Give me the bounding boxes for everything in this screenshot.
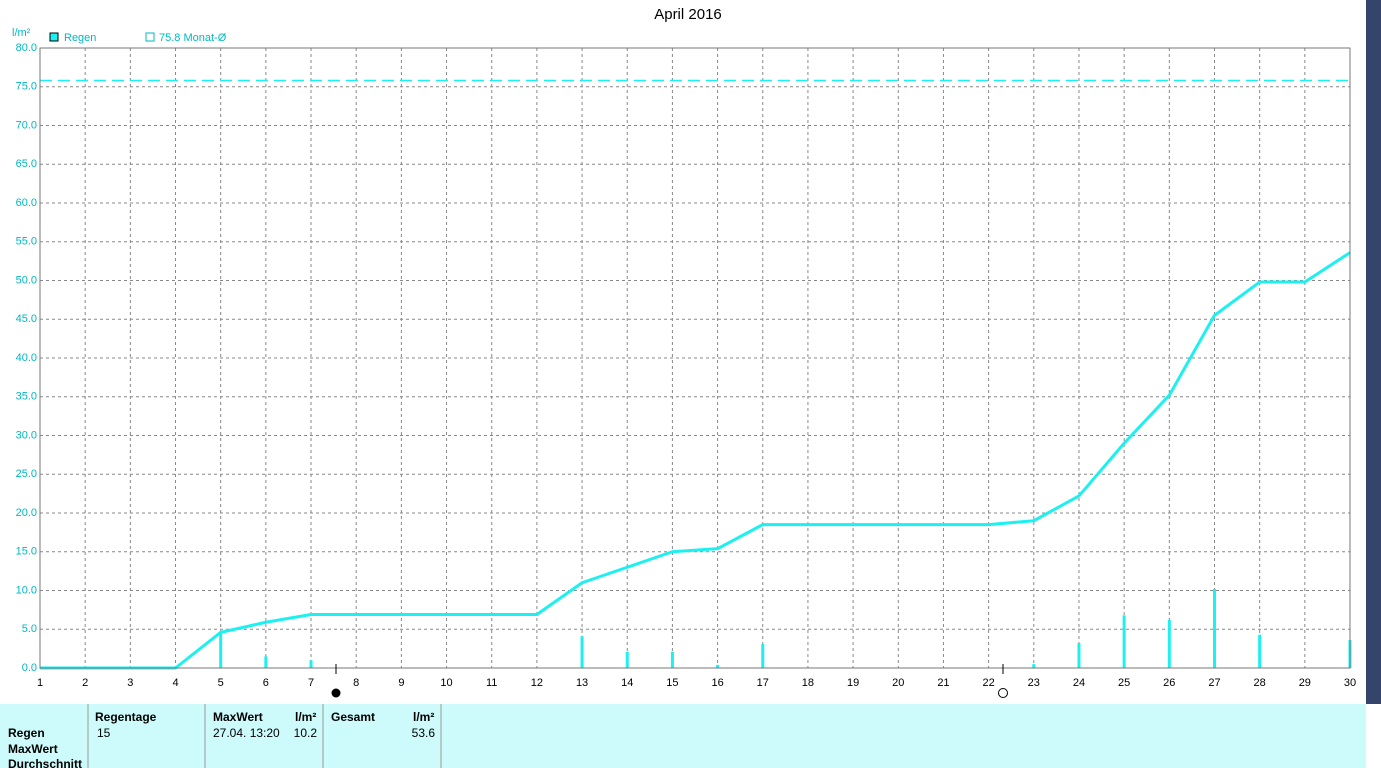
bar (1122, 615, 1126, 668)
bar (1032, 664, 1036, 668)
x-tick-label: 14 (621, 677, 633, 689)
full-moon-icon (331, 688, 341, 698)
x-tick-label: 30 (1344, 677, 1356, 689)
legend-label: 75.8 Monat-Ø (159, 32, 227, 44)
x-tick-label: 2 (82, 677, 88, 689)
x-tick-label: 20 (892, 677, 904, 689)
plot-border (39, 47, 1351, 669)
x-tick-label: 26 (1163, 677, 1175, 689)
legend-label: Regen (64, 32, 96, 44)
x-tick-label: 18 (802, 677, 814, 689)
y-tick-label: 25.0 (16, 468, 37, 480)
legend-swatch (49, 32, 59, 42)
bar (1167, 619, 1171, 668)
y-tick-label: 35.0 (16, 391, 37, 403)
plot: 0.0 5.0 10.0 15.0 20.0 25.0 30.0 35.0 40.0 45.0 50… (16, 42, 1357, 689)
x-tick-label: 21 (937, 677, 949, 689)
table-cell: 15 (97, 726, 111, 740)
x-tick-label: 9 (398, 677, 404, 689)
x-tick-label: 24 (1073, 677, 1085, 689)
bar (219, 632, 223, 668)
summary-table: Regentage MaxWert l/m² Gesamt l/m² Regen… (0, 704, 1366, 768)
x-tick-label: 29 (1299, 677, 1311, 689)
legend-swatch (145, 32, 155, 42)
x-tick-label: 8 (353, 677, 359, 689)
y-tick-label: 40.0 (16, 352, 37, 364)
y-tick-label: 5.0 (22, 623, 37, 635)
x-tick-label: 6 (263, 677, 269, 689)
x-tick-label: 17 (757, 677, 769, 689)
y-tick-label: 20.0 (16, 507, 37, 519)
y-axis-label: l/m² (12, 27, 31, 39)
x-tick-label: 22 (982, 677, 994, 689)
row-label: Durchschnitt (8, 757, 82, 768)
x-tick-label: 4 (172, 677, 178, 689)
x-tick-label: 12 (531, 677, 543, 689)
chart-title: April 2016 (654, 6, 722, 23)
desktop-edge (1366, 0, 1381, 704)
bar (761, 643, 765, 668)
y-tick-label: 30.0 (16, 429, 37, 441)
bar (580, 636, 584, 668)
x-tick-label: 25 (1118, 677, 1130, 689)
table-header: l/m² (413, 710, 434, 724)
y-tick-label: 45.0 (16, 313, 37, 325)
x-tick-label: 5 (218, 677, 224, 689)
y-tick-label: 10.0 (16, 584, 37, 596)
x-tick-label: 15 (666, 677, 678, 689)
line (40, 251, 1351, 670)
bar (716, 664, 720, 668)
bar (625, 651, 629, 668)
y-tick-label: 55.0 (16, 236, 37, 248)
x-tick-label: 16 (711, 677, 723, 689)
y-tick-label: 65.0 (16, 158, 37, 170)
new-moon-icon (998, 688, 1008, 698)
table-header: l/m² (295, 710, 316, 724)
y-tick-label: 15.0 (16, 546, 37, 558)
y-tick-label: 75.0 (16, 81, 37, 93)
x-tick-label: 28 (1254, 677, 1266, 689)
table-header: MaxWert (213, 710, 263, 724)
table-background (0, 704, 1366, 768)
x-tick-label: 27 (1208, 677, 1220, 689)
y-tick-label: 60.0 (16, 197, 37, 209)
table-cell: 27.04. 13:20 (213, 726, 280, 740)
x-tick-label: 11 (486, 677, 497, 689)
x-tick-label: 13 (576, 677, 588, 689)
row-label: MaxWert (8, 742, 58, 756)
bar (1077, 643, 1081, 668)
y-tick-label: 80.0 (16, 42, 37, 54)
table-cell: 53.6 (412, 726, 436, 740)
table-header: Regentage (95, 710, 157, 724)
x-tick-label: 1 (37, 677, 43, 689)
bar (670, 651, 674, 668)
x-tick-label: 7 (308, 677, 314, 689)
table-header: Gesamt (331, 710, 375, 724)
y-tick-label: 70.0 (16, 119, 37, 131)
x-tick-label: 3 (127, 677, 133, 689)
bar (309, 660, 313, 668)
bar (1258, 634, 1262, 668)
bar (264, 656, 268, 668)
table-cell: 10.2 (294, 726, 318, 740)
x-tick-label: 10 (440, 677, 452, 689)
y-tick-label: 50.0 (16, 274, 37, 286)
bar (1212, 588, 1216, 668)
row-label: Regen (8, 726, 45, 740)
x-tick-label: 19 (847, 677, 859, 689)
y-tick-label: 0.0 (22, 662, 37, 674)
x-tick-label: 23 (1028, 677, 1040, 689)
